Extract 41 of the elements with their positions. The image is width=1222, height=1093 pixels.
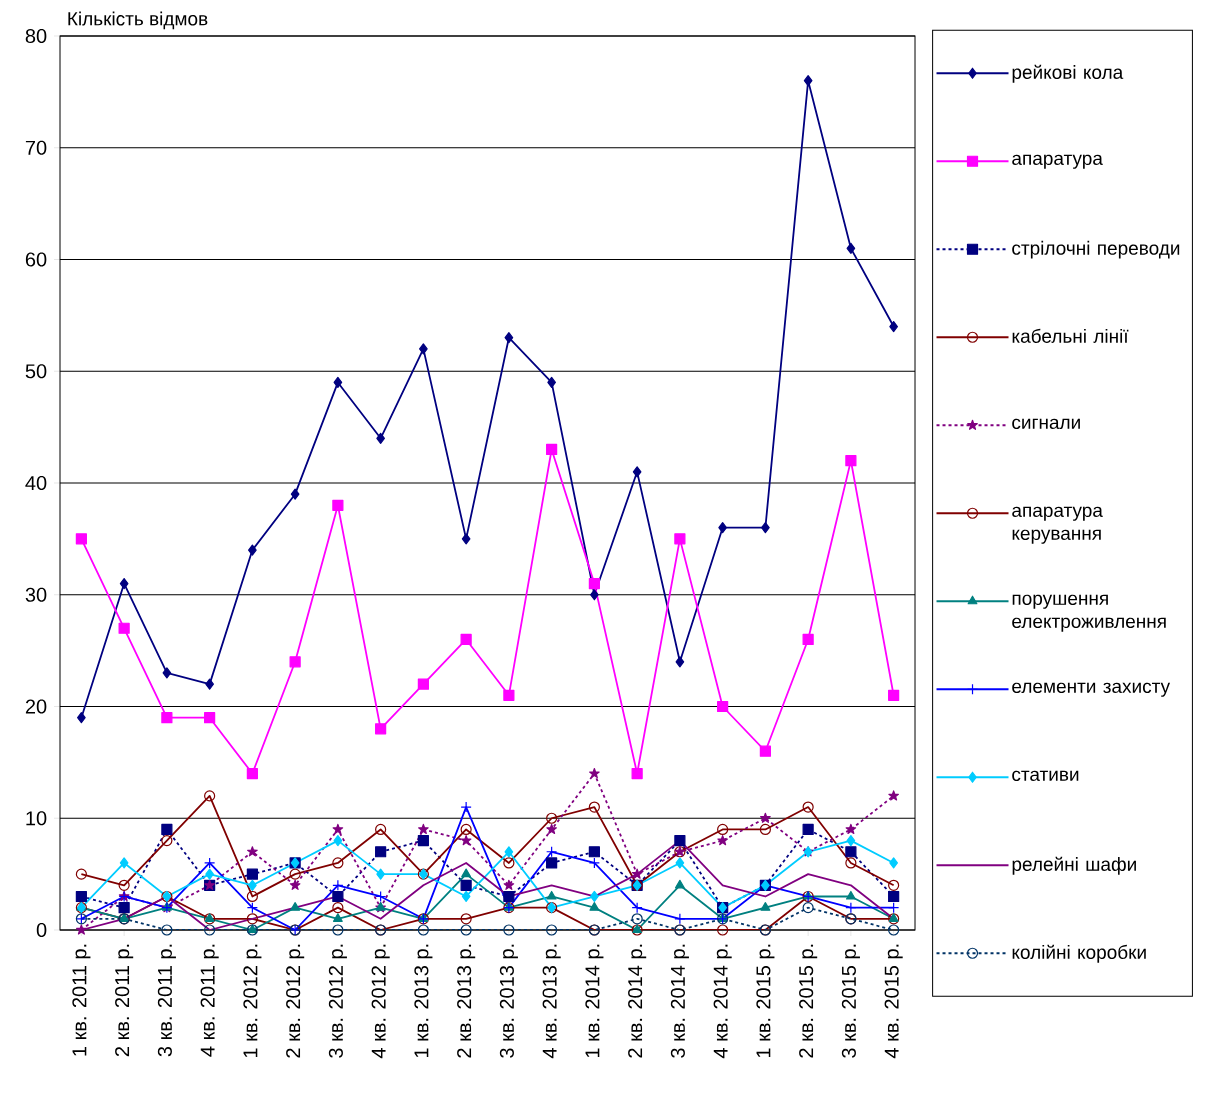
y-tick-label: 0 [36, 922, 47, 938]
x-tick-label: 3 кв. 2014 р. [670, 944, 689, 1058]
legend-label: кабельні лінії [1012, 328, 1129, 343]
x-tick-label: 4 кв. 2013 р. [542, 944, 561, 1059]
y-tick-label: 30 [25, 587, 47, 602]
legend-label: стативи [1012, 770, 1079, 782]
x-tick-label: 2 кв. 2014 р. [628, 944, 647, 1058]
legend-label: апаратура [1012, 154, 1103, 169]
legend-label: стрілочні переводи [1012, 240, 1180, 259]
legend-label: релейні шафи [1012, 856, 1136, 875]
x-tick-label: 3 кв. 2015 р. [841, 944, 860, 1058]
y-tick-label: 60 [25, 252, 47, 267]
legend-label: порушення електроживлення [1012, 594, 1166, 632]
x-tick-label: 2 кв. 2015 р. [799, 944, 818, 1058]
y-tick-label: 40 [25, 475, 47, 491]
legend-label: елементи захисту [1012, 682, 1171, 697]
x-tick-label: 2 кв. 2013 р. [457, 944, 476, 1058]
legend-label: сигнали [1012, 418, 1080, 430]
x-tick-label: 4 кв. 2012 р. [371, 944, 390, 1059]
x-tick-label: 3 кв. 2012 р. [328, 944, 347, 1058]
x-tick-label: 3 кв. 2013 р. [499, 944, 518, 1058]
x-tick-label: 1 кв. 2013 р. [414, 944, 433, 1058]
x-tick-label: 2 кв. 2012 р. [286, 944, 305, 1058]
x-tick-label: 1 кв. 2011 р. [72, 944, 91, 1056]
x-tick-label: 2 кв. 2011 р. [115, 944, 134, 1057]
legend-label: рейкові кола [1012, 64, 1124, 83]
y-tick-label: 10 [26, 811, 47, 826]
x-tick-label: 1 кв. 2014 р. [585, 944, 604, 1058]
y-axis-title: Кількість відмов [68, 11, 208, 30]
legend-label: колійні коробки [1012, 944, 1146, 963]
x-tick-label: 4 кв. 2014 р. [713, 944, 732, 1059]
x-tick-label: 1 кв. 2015 р. [756, 944, 775, 1058]
y-tick-label: 50 [25, 364, 47, 379]
x-tick-label: 3 кв. 2011 р. [157, 944, 176, 1057]
x-tick-label: 4 кв. 2015 р. [884, 944, 903, 1059]
x-tick-label: 4 кв. 2011 р. [200, 944, 219, 1057]
x-tick-label: 1 кв. 2012 р. [243, 944, 262, 1058]
legend-label: апаратура керування [1012, 506, 1103, 544]
y-tick-label: 20 [25, 699, 47, 714]
y-tick-label: 70 [25, 140, 47, 155]
y-tick-label: 80 [25, 28, 47, 44]
